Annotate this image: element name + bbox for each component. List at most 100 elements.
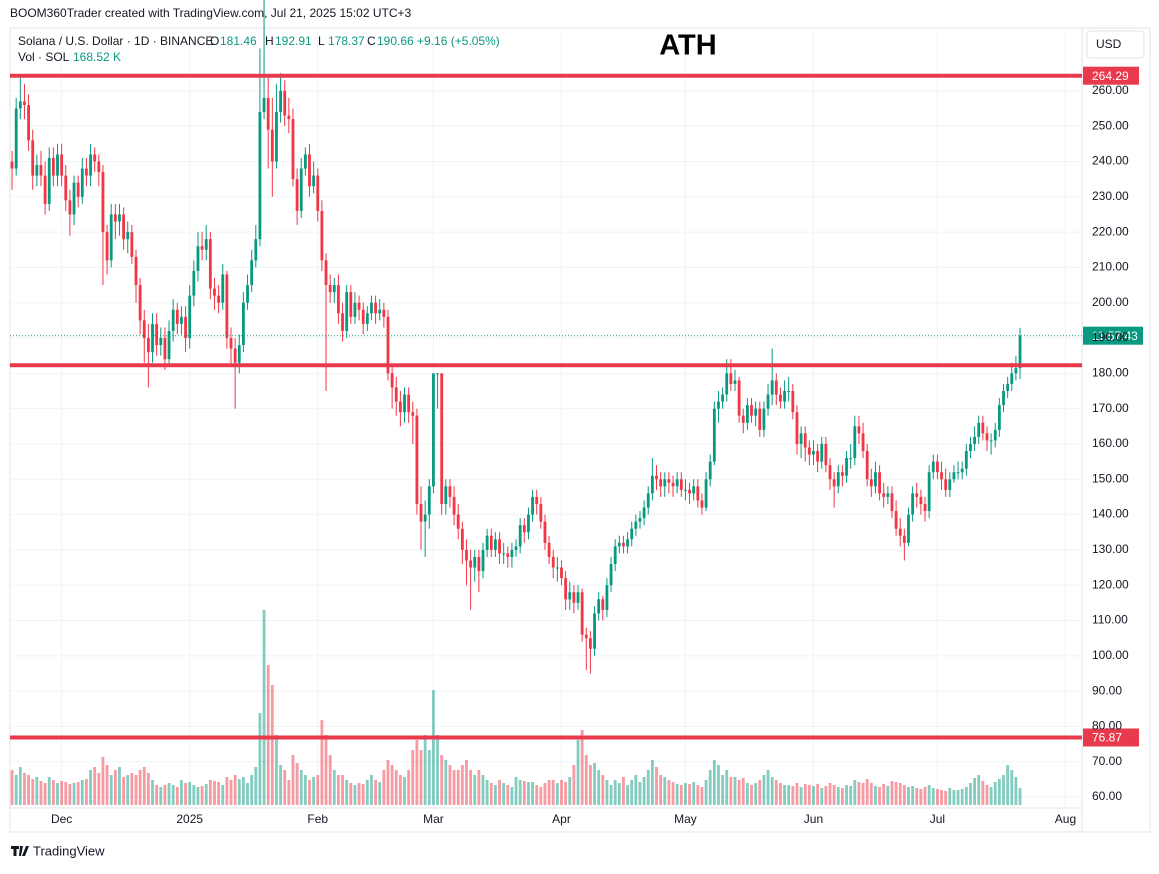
volume-bar [997, 779, 1001, 805]
volume-bar [217, 782, 221, 805]
volume-bar [303, 775, 307, 805]
candle-body [93, 154, 97, 162]
y-tick-label: 120.00 [1092, 577, 1129, 591]
candle-body [432, 373, 435, 487]
y-tick-label: 70.00 [1092, 754, 1122, 768]
volume-bar [853, 780, 857, 805]
candle-body [382, 309, 386, 317]
candle-body [208, 239, 212, 289]
volume-bar [204, 784, 208, 805]
candle-body [72, 182, 76, 215]
candle-body [952, 472, 956, 480]
candle-body [936, 461, 939, 473]
volume-bar [118, 767, 121, 805]
volume-bar [427, 750, 431, 805]
candle-body [266, 97, 270, 130]
volume-bar [142, 767, 146, 805]
x-tick-label: Apr [552, 812, 571, 826]
volume-bar [973, 778, 976, 805]
volume-bar [308, 780, 311, 805]
volume-bar [27, 775, 30, 805]
volume-bar [498, 780, 501, 805]
volume-bar [180, 780, 183, 805]
candle-body [981, 422, 985, 434]
y-tick-label: 90.00 [1092, 683, 1122, 697]
candle-body [465, 549, 468, 561]
candle-body [820, 443, 824, 462]
volume-bar [188, 782, 192, 805]
candle-body [601, 599, 605, 610]
candle-body [324, 260, 328, 286]
volume-bar [105, 765, 109, 805]
volume-bar [642, 777, 646, 805]
volume-bar [729, 777, 733, 805]
ohlc-value: 192.91 [275, 34, 312, 48]
candle-body [250, 260, 254, 286]
candle-body [700, 500, 704, 508]
candle-body [704, 479, 708, 508]
volume-bar [365, 780, 369, 805]
candle-body [101, 172, 105, 233]
volume-bar [514, 777, 518, 805]
y-tick-label: 260.00 [1092, 83, 1129, 97]
volume-bar [35, 777, 39, 805]
candle-body [812, 451, 815, 455]
candle-body [774, 380, 778, 395]
volume-title: Vol · SOL [18, 50, 70, 64]
header-text: BOOM360Trader created with TradingView.c… [10, 6, 412, 20]
candle-body [51, 157, 55, 176]
level-label: 264.29 [1092, 69, 1129, 83]
volume-bar [931, 788, 935, 805]
volume-bar [646, 770, 650, 805]
volume-bar [295, 763, 299, 805]
volume-bar [845, 785, 848, 805]
ohlc-value: 181.46 [220, 34, 257, 48]
overlay-layer: 11:57:43 264.29 76.87 [10, 66, 1143, 747]
currency[interactable]: USD [1096, 37, 1122, 51]
candle-body [787, 390, 791, 392]
candle-body [535, 496, 539, 504]
volume-bar [411, 750, 415, 805]
volume-bar [196, 787, 200, 805]
volume-bar [448, 765, 452, 805]
volume-bar [122, 777, 126, 805]
candle-body [684, 489, 687, 491]
candle-body [1014, 368, 1018, 374]
volume-bar [700, 787, 704, 805]
candle-body [522, 525, 526, 533]
volume-bar [543, 783, 547, 805]
candle-body [560, 567, 563, 579]
volume-bar [626, 785, 629, 805]
volume-bar [213, 781, 216, 805]
volume-bar [398, 775, 402, 805]
candle-body [229, 338, 233, 349]
candle-body [564, 578, 568, 600]
volume-bar [473, 775, 477, 805]
candle-body [80, 168, 84, 197]
volume-bar [502, 783, 506, 805]
ohlc-letter: H [265, 34, 274, 48]
volume-bar [989, 787, 993, 805]
candle-body [43, 175, 47, 204]
volume-bar [444, 760, 448, 805]
volume-bar [667, 780, 671, 805]
y-tick-label: 170.00 [1092, 401, 1129, 415]
volume-bar [299, 770, 303, 805]
candle-body [613, 546, 617, 565]
candle-body [576, 592, 580, 603]
level-label: 76.87 [1092, 731, 1122, 745]
volume-bar [568, 777, 572, 805]
candle-body [803, 433, 807, 448]
currency-box[interactable] [1086, 30, 1145, 59]
volume-bar [151, 780, 154, 805]
candle-body [349, 292, 353, 317]
candle-body [299, 168, 303, 211]
volume-bar [799, 787, 803, 805]
candle-body [394, 387, 398, 402]
candle-body [898, 528, 902, 536]
volume-bar [679, 785, 683, 805]
volume-bar [18, 767, 22, 805]
volume-bar [741, 778, 745, 805]
candle-body [650, 475, 654, 494]
candle-body [729, 373, 733, 384]
